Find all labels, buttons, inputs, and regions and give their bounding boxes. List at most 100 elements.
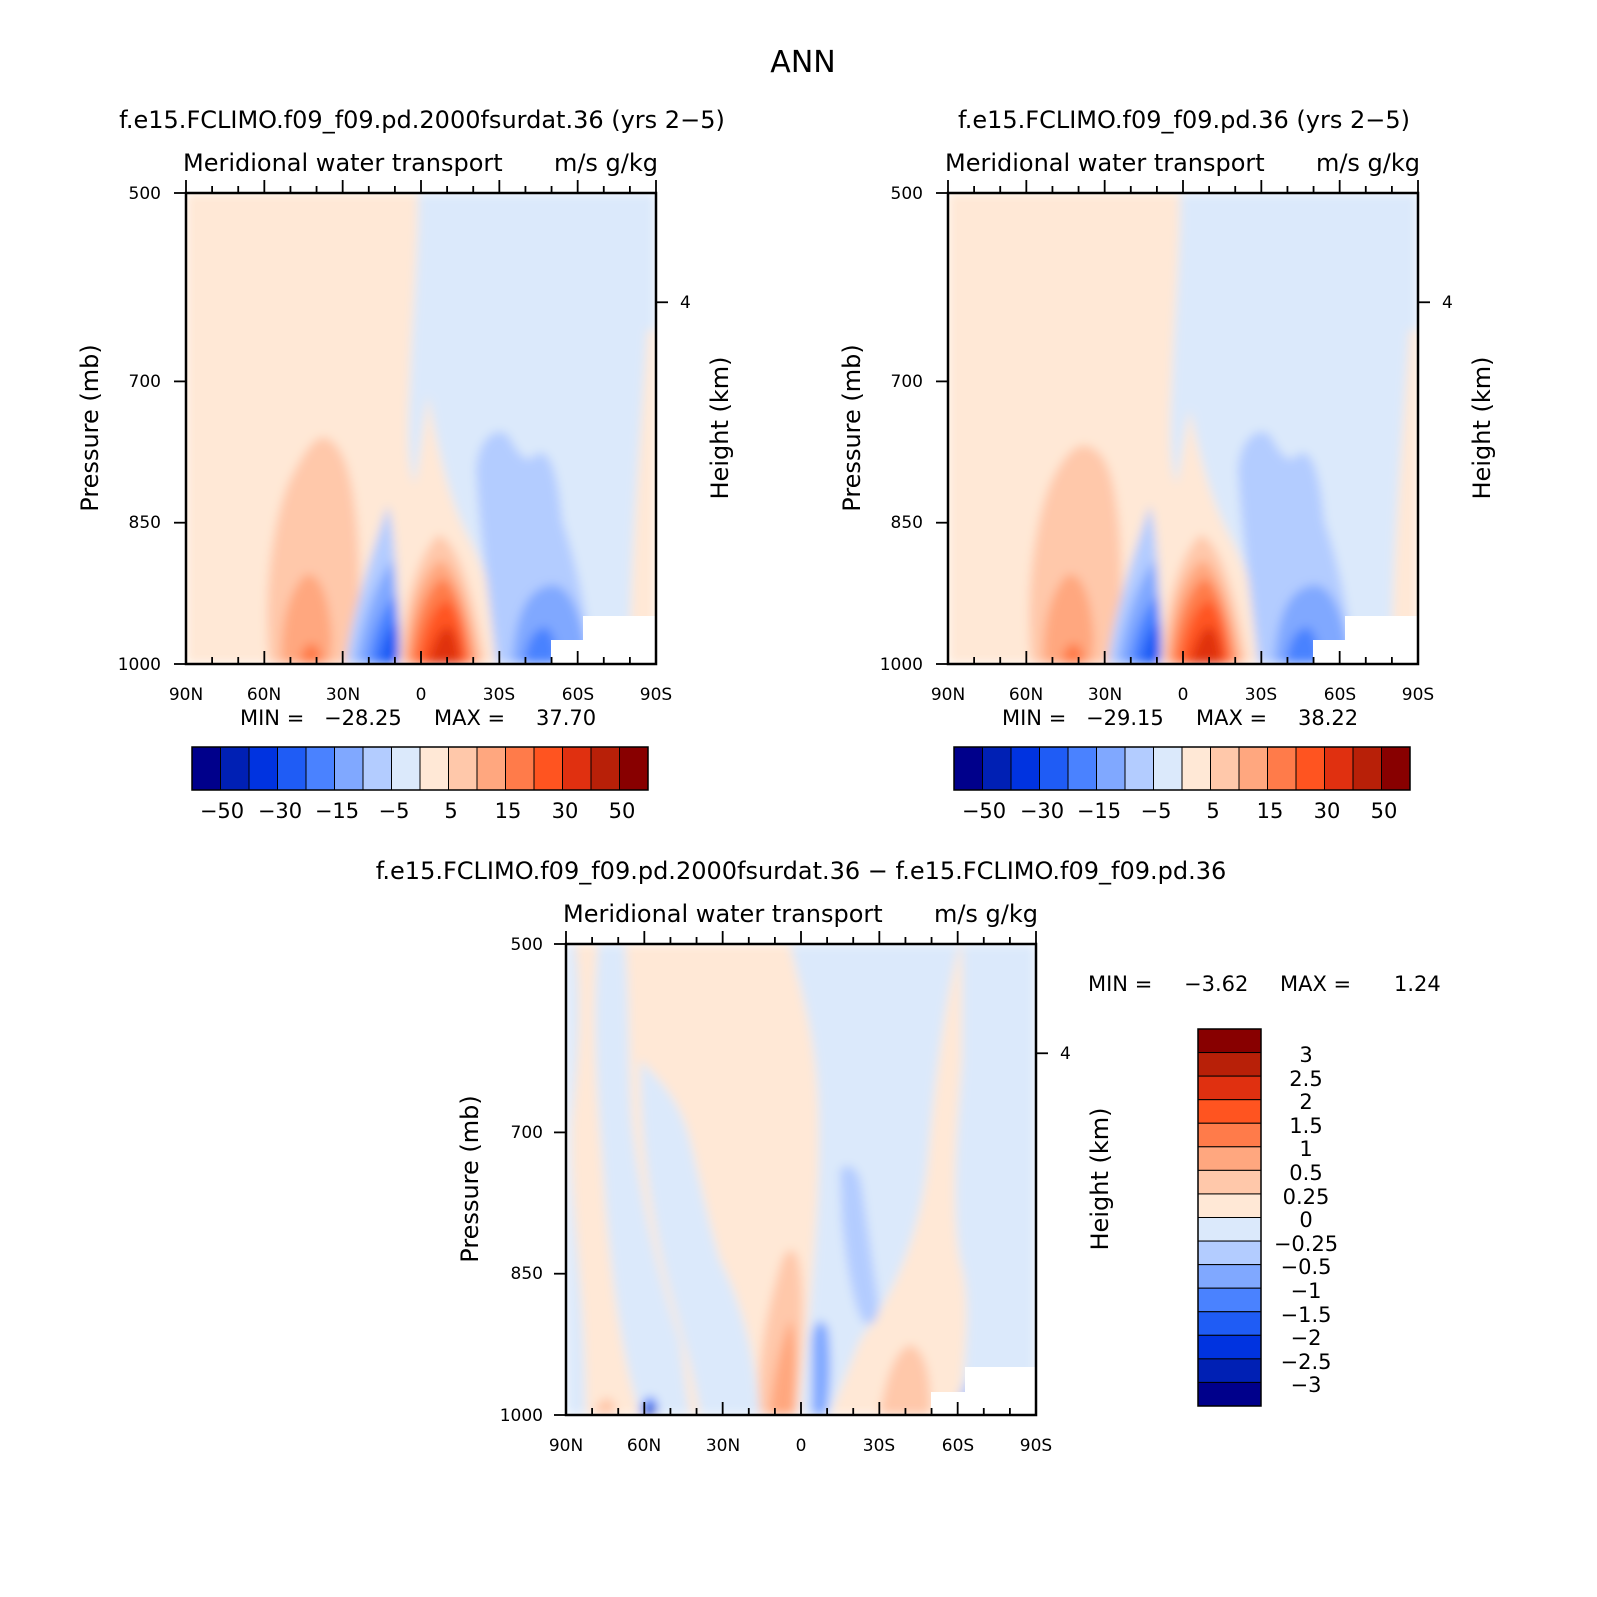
ytick-label: 850	[511, 1264, 543, 1284]
colorbar-swatch	[1153, 746, 1183, 791]
colorbar-swatch	[1197, 1358, 1262, 1383]
panel-1-ticks	[174, 180, 668, 665]
colorbar-swatch	[1010, 746, 1040, 791]
panel-3-subtitle-left: Meridional water transport	[563, 900, 883, 928]
colorbar-label: 2	[1299, 1090, 1312, 1114]
colorbar-swatch	[277, 746, 307, 791]
colorbar-swatch	[1197, 1334, 1262, 1360]
panel-1-min-value: −28.25	[324, 706, 402, 730]
panel-1-field	[186, 193, 656, 664]
colorbar-swatch	[362, 746, 392, 791]
colorbar-label: 5	[444, 799, 457, 823]
panel-2-ylabel: Pressure (mb)	[838, 344, 866, 511]
colorbar-label: −1	[1291, 1279, 1322, 1303]
panel-2-colorbar-labels: −50 −30 −15 −5 5 15 30 50	[962, 799, 1398, 823]
ytick-label: 500	[891, 184, 923, 204]
colorbar-label: −15	[315, 799, 359, 823]
panel-3-colorbar	[1197, 1028, 1262, 1407]
colorbar-label: −5	[1141, 799, 1172, 823]
colorbar-swatch	[391, 746, 421, 791]
colorbar-swatch	[1352, 746, 1382, 791]
colorbar-swatch	[419, 746, 449, 791]
colorbar-swatch	[533, 746, 563, 791]
ytick-label: 850	[129, 513, 161, 533]
colorbar-label: 0.25	[1283, 1185, 1330, 1209]
colorbar-swatch	[1267, 746, 1297, 791]
panel-3-ticks	[554, 931, 1048, 1416]
colorbar-swatch	[220, 746, 250, 791]
colorbar-swatch	[1197, 1169, 1262, 1195]
colorbar-label: −5	[379, 799, 410, 823]
colorbar-swatch	[1197, 1240, 1262, 1266]
colorbar-swatch	[1197, 1193, 1262, 1218]
colorbar-swatch	[1067, 746, 1097, 791]
xtick-label: 30N	[706, 1436, 740, 1456]
colorbar-swatch	[1197, 1146, 1262, 1171]
xtick-label: 30S	[1245, 685, 1277, 705]
xtick-label: 0	[796, 1436, 807, 1456]
xtick-label: 60N	[247, 685, 281, 705]
colorbar-label: 1.5	[1289, 1114, 1322, 1138]
xtick-label: 60N	[627, 1436, 661, 1456]
colorbar-swatch	[1181, 746, 1211, 791]
panel-3-min-label: MIN =	[1088, 972, 1152, 996]
xtick-label: 90S	[1020, 1436, 1052, 1456]
colorbar-label: −15	[1077, 799, 1121, 823]
colorbar-label: 50	[609, 799, 636, 823]
xtick-label: 60S	[942, 1436, 974, 1456]
colorbar-swatch	[1197, 1287, 1262, 1313]
panel-2-max-label: MAX =	[1196, 706, 1267, 730]
xtick-label: 90N	[931, 685, 965, 705]
panel-3: f.e15.FCLIMO.f09_f09.pd.2000fsurdat.36 −…	[376, 857, 1441, 1456]
panel-3-title: f.e15.FCLIMO.f09_f09.pd.2000fsurdat.36 −…	[376, 857, 1227, 885]
ytick-label: 700	[511, 1123, 543, 1143]
panel-1-y2label: Height (km)	[706, 357, 734, 500]
panel-2-ticks	[936, 180, 1430, 665]
panel-2-colorbar	[953, 746, 1411, 791]
colorbar-label: 5	[1206, 799, 1219, 823]
colorbar-swatch	[248, 746, 278, 791]
colorbar-swatch	[1197, 1075, 1262, 1101]
xtick-label: 60S	[562, 685, 594, 705]
colorbar-swatch	[1124, 746, 1154, 791]
xtick-label: 90N	[549, 1436, 583, 1456]
panel-3-max-label: MAX =	[1280, 972, 1351, 996]
colorbar-swatch	[619, 746, 649, 791]
colorbar-label: −2	[1291, 1326, 1322, 1350]
colorbar-label: 3	[1299, 1043, 1312, 1067]
panel-3-ytick-labels: 500 700 850 1000	[500, 935, 543, 1426]
panel-3-colorbar-labels: 3 2.5 2 1.5 1 0.5 0.25 0 −0.25 −0.5 −1 −…	[1274, 1043, 1338, 1397]
colorbar-label: −50	[962, 799, 1006, 823]
panel-1-xtick-labels: 90N 60N 30N 0 30S 60S 90S	[169, 685, 672, 705]
colorbar-swatch	[982, 746, 1012, 791]
colorbar-swatch	[1238, 746, 1268, 791]
colorbar-label: −3	[1291, 1373, 1322, 1397]
panel-1-max-value: 37.70	[536, 706, 596, 730]
panel-1-colorbar	[191, 746, 649, 791]
xtick-label: 90S	[640, 685, 672, 705]
ytick-label: 850	[891, 513, 923, 533]
panel-2-y2label: Height (km)	[1468, 357, 1496, 500]
colorbar-label: −1.5	[1281, 1303, 1332, 1327]
colorbar-label: 50	[1371, 799, 1398, 823]
xtick-label: 90N	[169, 685, 203, 705]
colorbar-label: 0	[1299, 1208, 1312, 1232]
colorbar-swatch	[305, 746, 335, 791]
ytick-label: 700	[129, 372, 161, 392]
colorbar-frame	[1197, 1028, 1262, 1407]
colorbar-swatch	[448, 746, 478, 791]
colorbar-frame	[953, 746, 1411, 791]
colorbar-label: 15	[495, 799, 522, 823]
colorbar-swatch	[1381, 746, 1411, 791]
colorbar-label: 0.5	[1289, 1161, 1322, 1185]
colorbar-swatch	[1197, 1052, 1262, 1077]
colorbar-label: −30	[258, 799, 302, 823]
panel-2-field	[948, 193, 1418, 664]
xtick-label: 30N	[326, 685, 360, 705]
panel-1-y2tick-label: 4	[680, 293, 691, 313]
ytick-label: 1000	[500, 1406, 543, 1426]
colorbar-label: −30	[1020, 799, 1064, 823]
xtick-label: 30S	[863, 1436, 895, 1456]
ytick-label: 1000	[880, 655, 923, 675]
